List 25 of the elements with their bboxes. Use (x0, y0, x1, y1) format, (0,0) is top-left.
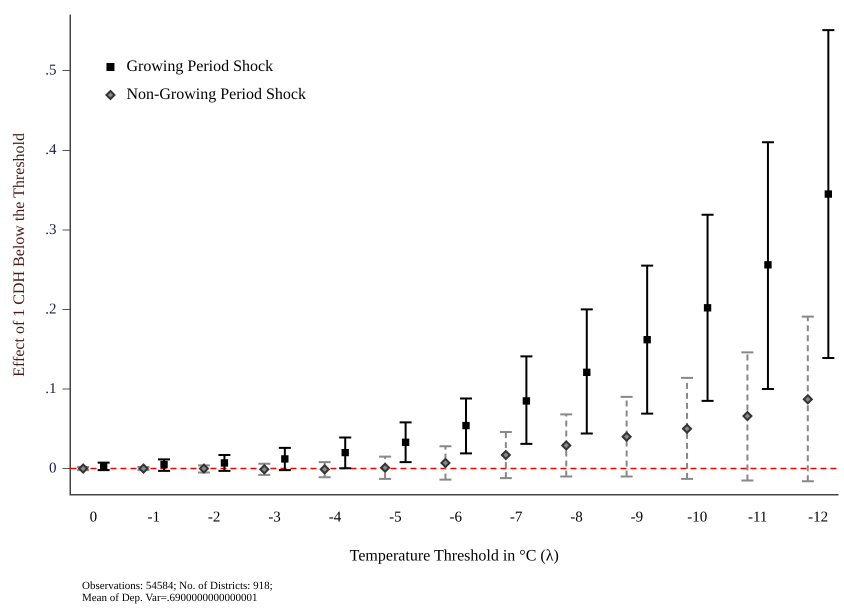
x-tick-label: -8 (570, 510, 583, 526)
text: Mean of Dep. Var=.6900000000000001 (82, 592, 259, 604)
y-tick-label: .4 (45, 142, 57, 158)
x-tick-label: -4 (328, 510, 342, 526)
y-tick-label: .2 (45, 301, 56, 318)
x-tick-label: -3 (268, 510, 281, 526)
y-tick-label: .3 (45, 222, 56, 238)
y-axis-title: Effect of 1 CDH Below the Threshold (10, 132, 28, 377)
x-tick-label: -5 (389, 510, 402, 526)
x-tick-label: -10 (687, 510, 708, 526)
x-tick-label: -6 (449, 510, 462, 526)
legend-label: Growing Period Shock (126, 58, 274, 76)
x-tick-label: -11 (748, 510, 768, 526)
y-tick-label: .5 (45, 62, 56, 79)
x-tick-label: -2 (208, 510, 220, 526)
text: Observations: 54584; No. of Districts: 918; (82, 580, 273, 592)
x-axis-title: Temperature Threshold in °C (λ) (350, 548, 559, 565)
y-tick-label: 0 (48, 460, 56, 476)
legend-label: Non-Growing Period Shock (126, 86, 306, 104)
x-tick-label: -7 (510, 510, 523, 526)
x-tick-label: -12 (808, 510, 828, 526)
x-tick-label: -9 (630, 510, 644, 526)
x-tick-label: -1 (148, 510, 160, 526)
x-tick-label: 0 (90, 510, 98, 526)
y-tick-label: .1 (45, 380, 56, 397)
